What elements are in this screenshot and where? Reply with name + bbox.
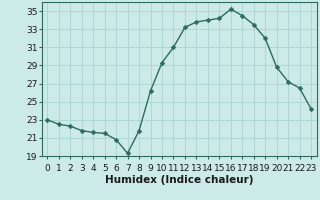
X-axis label: Humidex (Indice chaleur): Humidex (Indice chaleur)	[105, 175, 253, 185]
